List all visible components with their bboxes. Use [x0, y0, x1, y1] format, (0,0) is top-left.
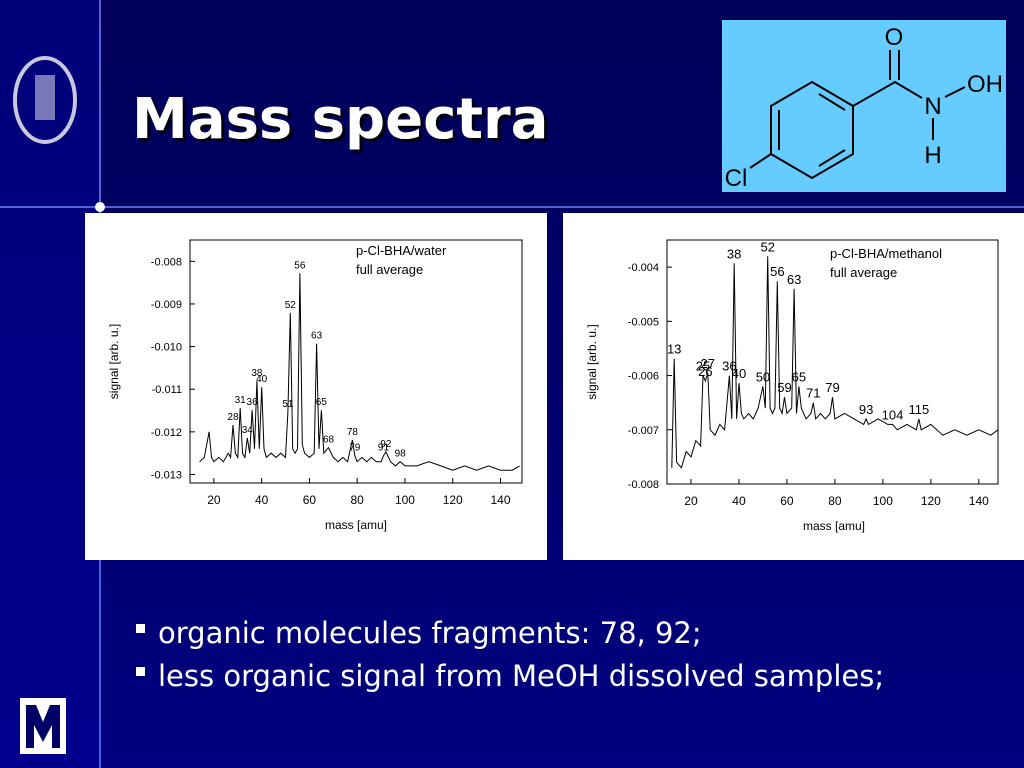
y-tick-label: -0.008: [628, 479, 659, 491]
chart-panel: [563, 213, 1024, 560]
peak-label: 93: [859, 402, 873, 417]
peak-label: 52: [761, 239, 775, 254]
peak-label: 36: [722, 359, 736, 374]
plot-frame: [189, 239, 523, 484]
x-tick-label: 80: [351, 493, 365, 507]
peak-label: 51: [282, 399, 294, 410]
peak-label: 31: [235, 395, 247, 406]
peak-label: 78: [347, 427, 359, 438]
plot-frame: [666, 239, 999, 485]
x-tick-label: 140: [969, 494, 989, 508]
ring-double-bonds: [778, 93, 846, 167]
y-tick-label: -0.006: [628, 371, 659, 383]
spectrum-line: [199, 273, 520, 471]
x-tick-label: 100: [873, 494, 893, 508]
bond: [749, 153, 772, 169]
x-tick-label: 40: [732, 494, 746, 508]
x-tick-label: 100: [395, 493, 415, 507]
peak-label: 56: [294, 260, 306, 271]
bond: [944, 86, 966, 98]
atom-label: O: [885, 24, 904, 51]
x-tick-label: 120: [921, 494, 941, 508]
peak-label: 36: [247, 397, 259, 408]
y-tick-label: -0.007: [628, 425, 659, 437]
peak-label: 59: [777, 380, 791, 395]
y-tick-label: -0.008: [151, 256, 182, 268]
peak-label: 79: [349, 443, 361, 454]
peak-label: 40: [732, 366, 746, 381]
y-tick-label: -0.010: [151, 342, 182, 354]
bond: [852, 80, 923, 107]
peak-label: 65: [792, 369, 806, 384]
peak-label: 50: [756, 369, 770, 384]
charts: -0.008 -0.009 -0.010 -0.011 -0.012 -0.013 20 40…: [107, 239, 999, 533]
x-tick-label: 20: [207, 493, 221, 507]
side-band: [0, 0, 100, 768]
spectrum-line: [671, 256, 999, 469]
peak-label: 65: [316, 397, 328, 408]
legend-text: full average: [830, 265, 897, 280]
peak-label: 68: [323, 435, 335, 446]
peak-label: 98: [395, 449, 407, 460]
carbonyl-bond: [889, 50, 900, 80]
y-tick-label: -0.011: [152, 384, 182, 396]
x-tick-label: 40: [255, 493, 269, 507]
peak-label: 25: [696, 359, 710, 374]
peak-label: 38: [251, 368, 263, 379]
y-axis-label: signal [arb. u.]: [107, 324, 121, 399]
peak-label: 26: [698, 364, 712, 379]
peak-label: 79: [825, 380, 839, 395]
legend-text: full average: [356, 262, 423, 277]
bullet-text: less organic signal from MeOH dissolved …: [158, 659, 884, 693]
peak-label: 71: [806, 386, 820, 401]
atom-label: Cl: [725, 165, 748, 192]
x-tick-label: 120: [443, 493, 463, 507]
x-tick-label: 60: [780, 494, 794, 508]
peak-label: 34: [242, 425, 254, 436]
y-tick-label: -0.009: [151, 299, 182, 311]
x-tick-label: 80: [828, 494, 842, 508]
slide-title: Mass spectra: [132, 87, 548, 152]
atom-label: N: [924, 93, 941, 120]
legend-text: p-Cl-BHA/methanol: [830, 246, 942, 261]
atom-label: H: [924, 142, 941, 169]
x-axis-label: mass [amu]: [325, 518, 387, 532]
molecule: O N OH H Cl: [722, 20, 1006, 192]
peak-label: 38: [727, 246, 741, 261]
peak-label: 40: [256, 374, 268, 385]
rule-star: [95, 202, 105, 212]
peak-label: 52: [285, 300, 297, 311]
bottom-logo: [20, 698, 66, 754]
seal-logo: [13, 56, 77, 144]
x-tick-label: 60: [303, 493, 317, 507]
molecule-box: [722, 20, 1006, 192]
y-axis-label: signal [arb. u.]: [585, 324, 599, 399]
peak-label: 91: [378, 443, 390, 454]
peak-label: 115: [908, 402, 929, 417]
y-tick-label: -0.004: [628, 262, 659, 274]
bullet-marker: [136, 667, 145, 676]
seal-figure: [35, 75, 55, 120]
peak-label: 63: [311, 331, 323, 342]
legend-text: p-Cl-BHA/water: [356, 243, 447, 258]
peak-label: 13: [667, 342, 681, 357]
peak-label: 92: [380, 439, 392, 450]
peak-label: 104: [882, 407, 904, 422]
bullet-marker: [136, 624, 145, 633]
y-tick-label: -0.012: [151, 427, 182, 439]
x-tick-label: 20: [684, 494, 698, 508]
x-axis-label: mass [amu]: [803, 519, 865, 533]
logo-mark: [26, 705, 60, 748]
peak-label: 28: [227, 412, 239, 423]
peak-label: 27: [701, 356, 715, 371]
peak-label: 56: [770, 264, 784, 279]
atom-label: OH: [967, 71, 1003, 98]
y-tick-label: -0.005: [628, 316, 659, 328]
peak-label: 63: [787, 272, 801, 287]
y-tick-label: -0.013: [151, 469, 182, 481]
x-tick-label: 140: [490, 493, 510, 507]
bullet-text: organic molecules fragments: 78, 92;: [158, 616, 702, 650]
